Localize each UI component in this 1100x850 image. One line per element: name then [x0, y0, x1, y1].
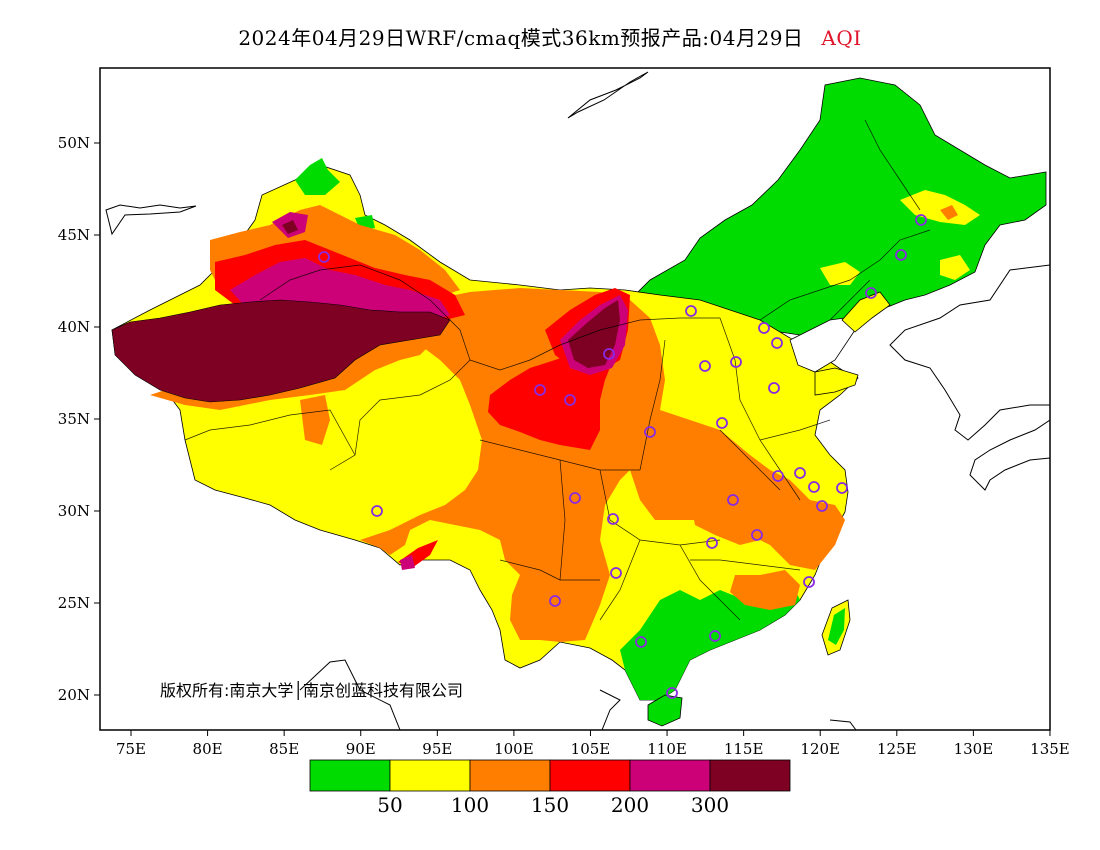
region-aqi-gt300-ordos [568, 300, 620, 368]
station-marker [666, 687, 678, 699]
legend-swatch [709, 759, 791, 792]
variable-label: AQI [821, 26, 862, 50]
liaodong-peninsula [841, 291, 891, 333]
legend-label: 150 [531, 793, 569, 817]
bohai-sea [789, 317, 856, 373]
station-marker [816, 500, 828, 512]
station-marker [371, 505, 383, 517]
station-marker [709, 630, 721, 642]
legend-label: 300 [691, 793, 729, 817]
map-frame [99, 67, 1051, 731]
latitude-axis: 50N 45N 40N 35N 30N 25N 20N [58, 134, 100, 704]
station-marker [758, 322, 770, 334]
shandong-peninsula [814, 367, 859, 396]
station-marker [603, 348, 615, 360]
lat-tick-label: 35N [58, 410, 90, 428]
region-aqi-200-300-border [400, 555, 415, 570]
region-aqi-100-150-central [360, 288, 845, 642]
copyright-text: 版权所有:南京大学│南京创蓝科技有限公司 [160, 680, 463, 700]
station-marker [569, 492, 581, 504]
station-marker [771, 337, 783, 349]
lon-tick-label: 120E [800, 740, 840, 758]
legend-swatch [549, 759, 631, 792]
station-marker [706, 537, 718, 549]
station-marker [635, 636, 647, 648]
lon-tick-label: 125E [877, 740, 917, 758]
region-aqi-50-100-ne-patch2 [820, 262, 860, 285]
lat-tick-label: 50N [58, 134, 90, 152]
station-marker [610, 567, 622, 579]
region-aqi-100-150-ne-dot [940, 205, 958, 220]
region-aqi-gt300-tianshan [282, 220, 298, 234]
station-marker [564, 394, 576, 406]
station-marker [644, 426, 656, 438]
region-aqi-lt50-taiwan-core [828, 608, 845, 645]
station-marker [318, 251, 330, 263]
lon-tick-label: 115E [724, 740, 764, 758]
aqi-legend: 50 100 150 200 300 [309, 759, 791, 817]
monitoring-stations [318, 214, 927, 699]
station-marker [751, 529, 763, 541]
legend-swatch [469, 759, 551, 792]
region-aqi-100-150-hainan-gulf [690, 500, 770, 545]
station-marker [549, 595, 561, 607]
legend-swatch [389, 759, 471, 792]
lon-tick-label: 110E [647, 740, 687, 758]
region-aqi-100-150-fujian [730, 570, 800, 610]
lon-tick-label: 95E [422, 740, 452, 758]
map-area: 版权所有:南京大学│南京创蓝科技有限公司 [105, 71, 1050, 730]
region-aqi-lt50-hainan [647, 694, 683, 727]
station-marker [808, 481, 820, 493]
station-marker [794, 467, 806, 479]
lat-tick-label: 30N [58, 502, 90, 520]
title-text: 2024年04月29日WRF/cmaq模式36km预报产品:04月29日 [238, 26, 804, 50]
station-marker [915, 214, 927, 226]
station-marker [607, 513, 619, 525]
station-marker [699, 360, 711, 372]
region-aqi-50-100-ne-patch3 [940, 255, 970, 280]
region-aqi-50-100-ne-patch [900, 190, 980, 225]
station-marker [772, 470, 784, 482]
lon-tick-label: 100E [494, 740, 534, 758]
lon-tick-label: 80E [193, 740, 223, 758]
station-marker [895, 249, 907, 261]
region-aqi-100-150-tibet-patch [300, 395, 330, 445]
lon-tick-label: 85E [269, 740, 299, 758]
station-marker [865, 287, 877, 299]
map-title: 2024年04月29日WRF/cmaq模式36km预报产品:04月29日 AQI [0, 22, 1100, 51]
lat-tick-label: 20N [58, 686, 90, 704]
station-marker [685, 305, 697, 317]
region-aqi-lt50-northeast [624, 77, 1047, 336]
station-marker [727, 494, 739, 506]
station-marker [803, 576, 815, 588]
longitude-axis: 75E 80E 85E 90E 95E 100E 105E 110E 115E 120E 125E 1… [116, 730, 1070, 758]
legend-label: 200 [611, 793, 649, 817]
region-aqi-lt50-north-xinjiang [295, 158, 340, 195]
lon-tick-label: 75E [116, 740, 146, 758]
station-marker [716, 417, 728, 429]
lon-tick-label: 130E [954, 740, 994, 758]
region-aqi-gt300-tarim [111, 299, 451, 403]
region-aqi-100-150-north [665, 318, 805, 410]
lat-tick-label: 45N [58, 226, 90, 244]
station-marker [768, 382, 780, 394]
lon-tick-label: 90E [346, 740, 376, 758]
region-aqi-lt50-south [620, 580, 800, 700]
lon-tick-label: 135E [1030, 740, 1070, 758]
lat-tick-label: 25N [58, 594, 90, 612]
neighbour-outlines [105, 71, 1050, 730]
legend-swatch [309, 759, 391, 792]
legend-swatch [629, 759, 711, 792]
station-marker [730, 356, 742, 368]
lat-tick-label: 40N [58, 318, 90, 336]
legend-label: 100 [451, 793, 489, 817]
station-marker [534, 384, 546, 396]
station-marker [836, 482, 848, 494]
legend-label: 50 [377, 793, 402, 817]
lon-tick-label: 105E [571, 740, 611, 758]
